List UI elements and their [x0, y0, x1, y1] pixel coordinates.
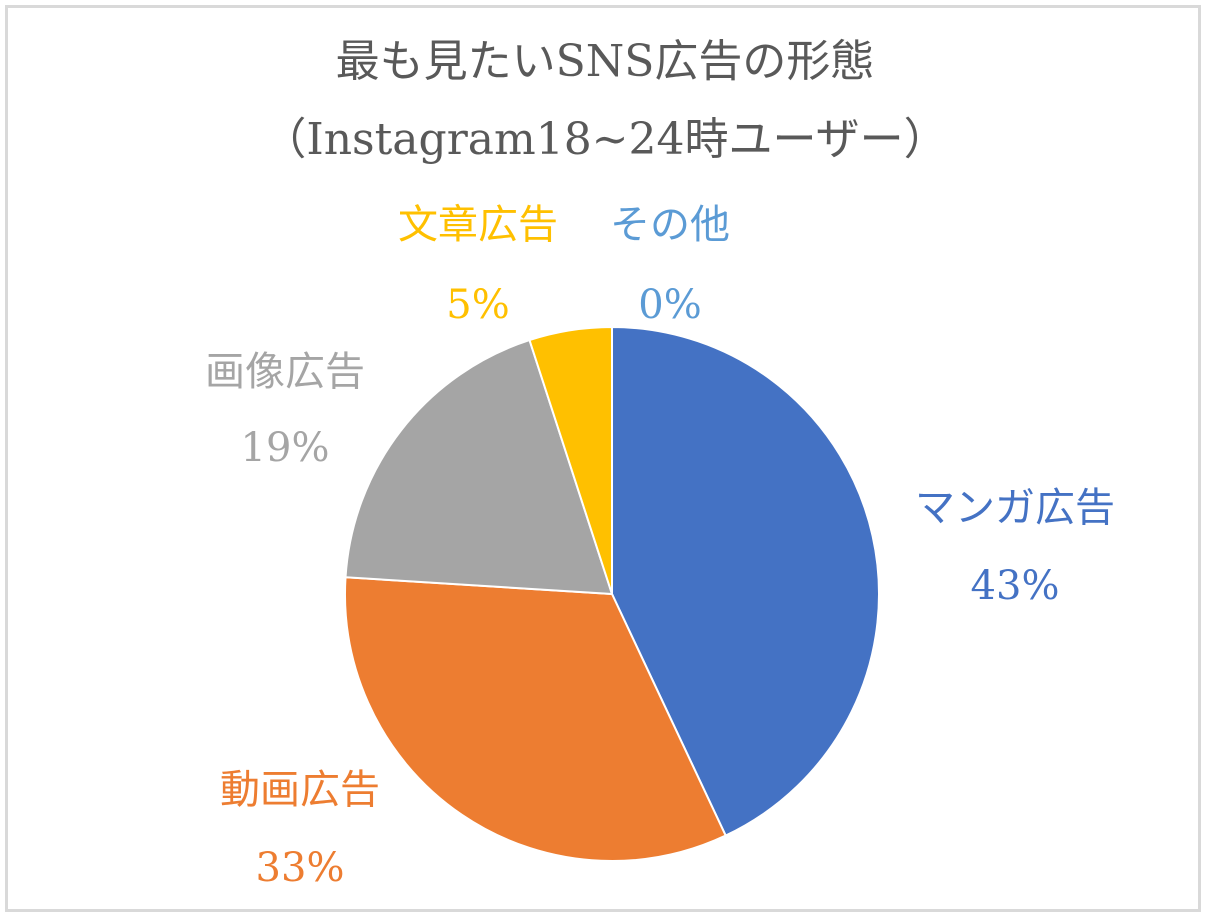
label-other-pct: 0%: [638, 282, 702, 328]
chart-subtitle: （Instagram18~24時ユーザー）: [262, 114, 948, 165]
label-manga-pct: 43%: [970, 563, 1060, 609]
label-video-name: 動画広告: [220, 767, 380, 813]
pie-slice-2: [344, 338, 614, 596]
label-manga: マンガ広告 43%: [890, 488, 1140, 606]
label-other-name: その他: [610, 202, 730, 248]
label-image: 画像広告 19%: [160, 352, 410, 468]
label-image-pct: 19%: [240, 425, 330, 471]
label-other: その他 0%: [560, 205, 780, 325]
chart-title: 最も見たいSNS広告の形態: [335, 36, 875, 87]
label-manga-name: マンガ広告: [915, 485, 1115, 531]
label-image-name: 画像広告: [205, 349, 365, 395]
label-text-name: 文章広告: [398, 202, 558, 248]
label-video-pct: 33%: [255, 845, 345, 891]
pie-slice-1: [344, 576, 728, 862]
pie-slice-0: [611, 325, 880, 837]
label-text-pct: 5%: [446, 282, 510, 328]
label-video: 動画広告 33%: [175, 770, 425, 888]
pie-slice-3: [528, 325, 613, 595]
label-text: 文章広告 5%: [368, 205, 588, 325]
